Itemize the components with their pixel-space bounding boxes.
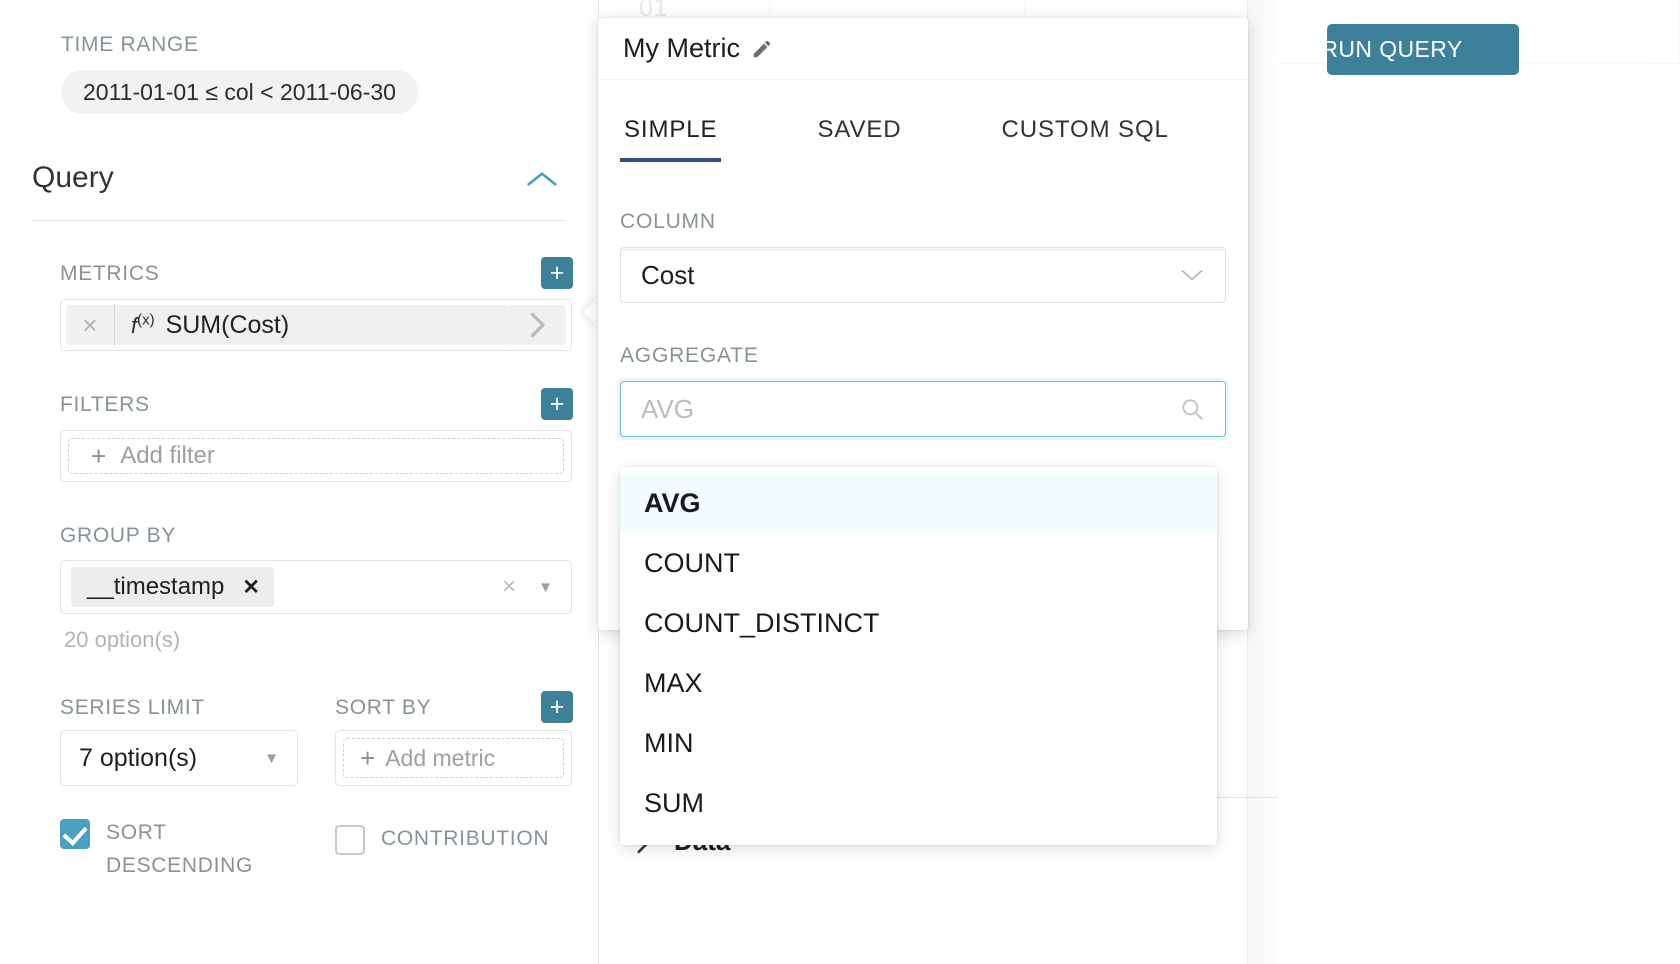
time-range-label: TIME RANGE	[61, 33, 199, 56]
series-limit-label: SERIES LIMIT	[60, 696, 205, 719]
remove-metric-icon[interactable]: ×	[82, 310, 98, 340]
time-range-value[interactable]: 2011-01-01 ≤ col < 2011-06-30	[61, 70, 418, 114]
group-by-label: GROUP BY	[60, 524, 177, 547]
popover-tabs: SIMPLE SAVED CUSTOM SQL	[598, 102, 1248, 162]
filters-dropzone[interactable]: + Add filter	[60, 430, 572, 482]
aggregate-option-min[interactable]: MIN	[644, 727, 694, 758]
popover-header: My Metric	[598, 18, 1248, 80]
add-filter-label: Add filter	[120, 442, 215, 469]
chevron-right-icon[interactable]	[508, 305, 566, 345]
aggregate-option-max[interactable]: MAX	[644, 667, 703, 698]
query-section-title: Query	[32, 161, 114, 194]
contribution-label: CONTRIBUTION	[381, 827, 550, 850]
sort-by-dropzone[interactable]: + Add metric	[335, 730, 572, 786]
add-filter-target[interactable]: + Add filter	[68, 438, 564, 474]
query-section-header[interactable]: Query	[32, 163, 566, 193]
contribution-checkbox[interactable]	[335, 825, 365, 855]
plus-icon: +	[360, 742, 376, 773]
group-by-select-icons: × ▼	[502, 573, 571, 601]
metric-item-label: f(x) SUM(Cost)	[115, 311, 289, 340]
series-limit-icons: ▼	[264, 750, 297, 767]
popover-tabs-rule	[620, 249, 1226, 250]
sort-descending-label: SORT DESCENDING	[106, 821, 254, 877]
add-filter-button[interactable]: +	[541, 388, 573, 420]
metric-item-sum-cost[interactable]: × f(x) SUM(Cost)	[60, 299, 572, 351]
series-limit-select[interactable]: 7 option(s) ▼	[60, 730, 298, 786]
chevron-up-icon[interactable]	[526, 169, 558, 194]
group-by-select[interactable]: __timestamp ✕ × ▼	[60, 560, 572, 614]
metric-item-text: SUM(Cost)	[165, 310, 290, 339]
add-metric-label: Add metric	[385, 744, 496, 771]
tab-saved[interactable]: SAVED	[817, 116, 902, 143]
sort-descending-checkbox[interactable]	[60, 819, 90, 849]
aggregate-input[interactable]: AVG	[620, 381, 1226, 437]
control-panel: TIME RANGE 2011-01-01 ≤ col < 2011-06-30…	[0, 0, 598, 964]
contribution-checkbox-row[interactable]: CONTRIBUTION	[335, 823, 549, 856]
series-limit-value: 7 option(s)	[79, 743, 198, 772]
chevron-down-icon[interactable]: ▼	[538, 578, 553, 596]
aggregate-option-count[interactable]: COUNT	[644, 547, 740, 578]
aggregate-options-dropdown: AVG COUNT COUNT_DISTINCT MAX MIN SUM	[620, 467, 1217, 845]
sort-by-label: SORT BY	[335, 696, 432, 719]
aggregate-option-sum[interactable]: SUM	[644, 787, 704, 818]
add-metric-button[interactable]: +	[541, 257, 573, 289]
tab-simple[interactable]: SIMPLE	[620, 102, 722, 162]
tab-custom-sql[interactable]: CUSTOM SQL	[1001, 116, 1169, 143]
time-range-control: TIME RANGE 2011-01-01 ≤ col < 2011-06-30	[61, 33, 418, 114]
chevron-down-icon[interactable]: ▼	[264, 749, 279, 767]
pencil-icon[interactable]	[751, 38, 773, 60]
metrics-label: METRICS	[60, 262, 160, 285]
clear-icon[interactable]: ×	[502, 573, 517, 600]
add-sort-metric-button[interactable]: +	[541, 691, 573, 723]
function-icon: f(x)	[131, 311, 155, 338]
group-by-options-hint: 20 option(s)	[64, 627, 181, 652]
column-select[interactable]: Cost	[620, 247, 1226, 303]
group-by-token[interactable]: __timestamp ✕	[71, 567, 274, 607]
sort-descending-checkbox-row[interactable]: SORT DESCENDING	[60, 817, 276, 882]
metric-item-inner: × f(x) SUM(Cost)	[66, 304, 508, 346]
aggregate-option-avg[interactable]: AVG	[620, 473, 1217, 533]
remove-token-icon[interactable]: ✕	[242, 575, 260, 599]
run-query-button[interactable]: RUN QUERY	[1327, 24, 1519, 75]
popover-title: My Metric	[623, 33, 740, 63]
aggregate-option-count-distinct[interactable]: COUNT_DISTINCT	[644, 607, 880, 638]
aggregate-label: AGGREGATE	[620, 344, 759, 367]
add-metric-target[interactable]: + Add metric	[343, 738, 564, 778]
filters-label: FILTERS	[60, 393, 150, 416]
run-query-button-label: RUN QUERY	[1327, 36, 1463, 62]
metric-divider	[114, 304, 115, 346]
query-section-rule	[32, 220, 566, 221]
aggregate-placeholder: AVG	[641, 393, 694, 424]
aggregate-control: AGGREGATE AVG	[620, 344, 1226, 437]
group-by-token-label: __timestamp	[87, 573, 225, 600]
column-control: COLUMN Cost	[620, 210, 1226, 303]
search-icon[interactable]	[1179, 396, 1205, 422]
column-label: COLUMN	[620, 210, 716, 233]
popover-body: COLUMN Cost AGGREGATE AVG	[598, 210, 1248, 437]
data-panel-rule	[1200, 797, 1278, 798]
panel-shadow-right	[1248, 0, 1278, 964]
column-value: Cost	[641, 259, 695, 290]
plus-icon: +	[91, 440, 107, 471]
chevron-down-icon[interactable]	[1179, 267, 1205, 283]
